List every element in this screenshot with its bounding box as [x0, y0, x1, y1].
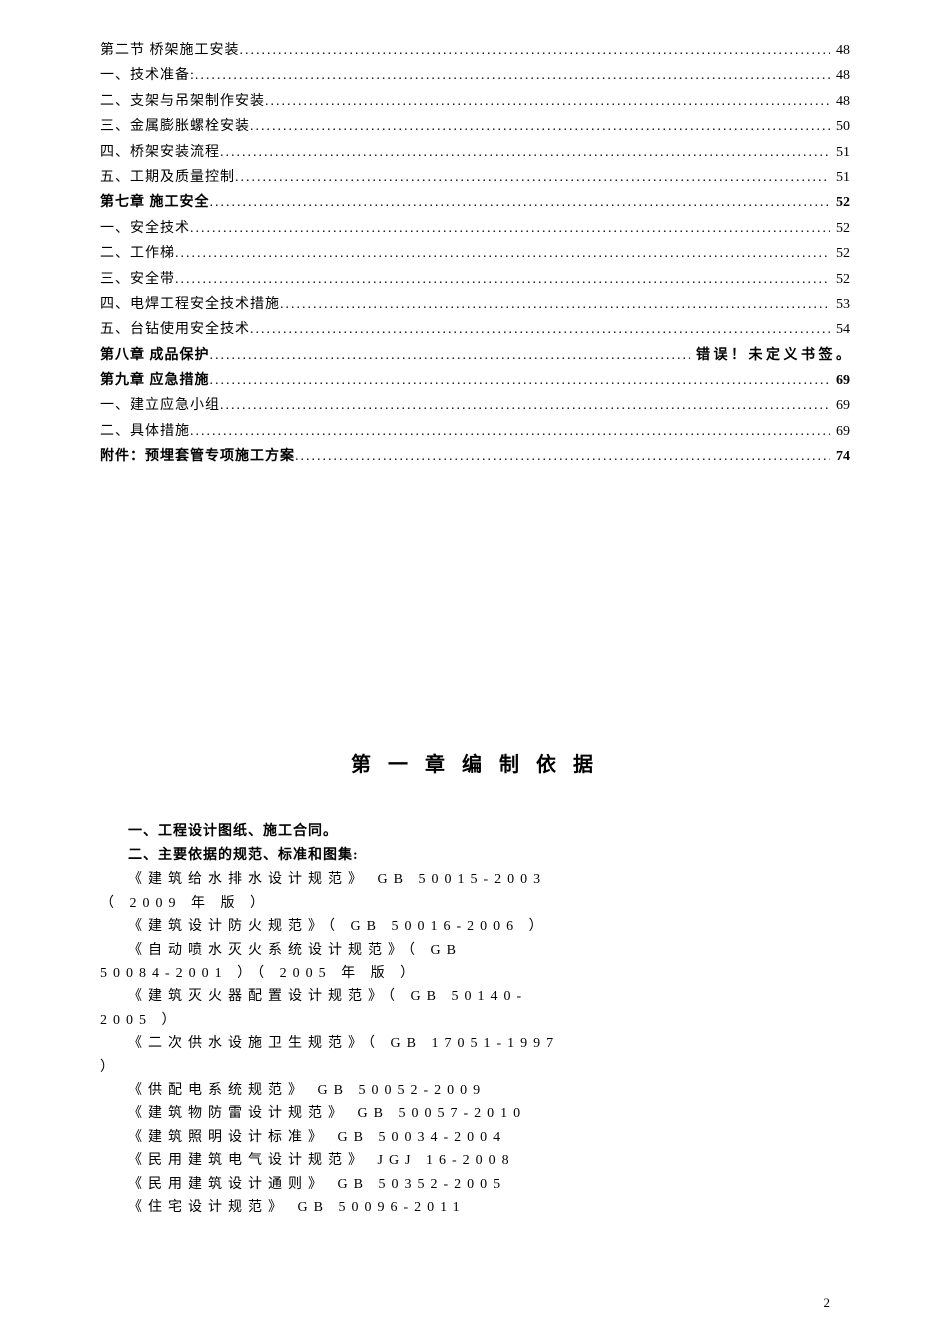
section-2-heading: 二、主要依据的规范、标准和图集: — [100, 845, 850, 867]
toc-dots — [175, 243, 830, 265]
toc-row: 二、支架与吊架制作安装 48 — [100, 91, 850, 113]
toc-container: 第二节 桥架施工安装 48 一、技术准备: 48 二、支架与吊架制作安装 48 三、金属膨胀… — [100, 40, 850, 469]
toc-page: 69 — [830, 370, 850, 392]
toc-page: 48 — [830, 40, 850, 62]
toc-dots — [250, 116, 830, 138]
toc-dots — [210, 192, 831, 214]
toc-label: 二、支架与吊架制作安装 — [100, 91, 265, 113]
toc-row: 五、工期及质量控制 51 — [100, 167, 850, 189]
toc-page: 48 — [830, 91, 850, 113]
reference-line: 《建筑照明设计标准》 GB 50034-2004 — [100, 1127, 850, 1149]
toc-label: 五、工期及质量控制 — [100, 167, 235, 189]
toc-row: 四、电焊工程安全技术措施 53 — [100, 294, 850, 316]
toc-row: 附件：预埋套管专项施工方案 74 — [100, 446, 850, 468]
toc-page: 50 — [830, 116, 850, 138]
toc-label: 二、具体措施 — [100, 421, 190, 443]
reference-line: 《建筑设计防火规范》（ GB 50016-2006 ） — [100, 916, 850, 938]
toc-dots — [190, 218, 830, 240]
reference-line: 《建筑给水排水设计规范》 GB 50015-2003 — [100, 869, 850, 891]
reference-line: 《民用建筑电气设计规范》 JGJ 16-2008 — [100, 1150, 850, 1172]
reference-continuation: ） — [100, 1057, 850, 1079]
toc-page: 52 — [830, 269, 850, 291]
toc-row: 二、具体措施 69 — [100, 421, 850, 443]
toc-label: 第七章 施工安全 — [100, 192, 210, 214]
reference-continuation: 2005 ） — [100, 1010, 850, 1032]
toc-row: 三、金属膨胀螺栓安装 50 — [100, 116, 850, 138]
toc-dots — [210, 345, 691, 367]
toc-page: 54 — [830, 319, 850, 341]
reference-line: 《自动喷水灭火系统设计规范》（ GB — [100, 940, 850, 962]
toc-row: 一、安全技术 52 — [100, 218, 850, 240]
chapter-title: 第 一 章 编 制 依 据 — [100, 749, 850, 781]
toc-page: 51 — [830, 167, 850, 189]
toc-dots — [295, 446, 830, 468]
reference-continuation: （ 2009 年 版 ） — [100, 893, 850, 915]
toc-label: 四、桥架安装流程 — [100, 142, 220, 164]
toc-label: 附件：预埋套管专项施工方案 — [100, 446, 295, 468]
toc-row: 第二节 桥架施工安装 48 — [100, 40, 850, 62]
toc-dots — [220, 142, 830, 164]
toc-page: 53 — [830, 294, 850, 316]
toc-row: 一、技术准备: 48 — [100, 65, 850, 87]
page-number: 2 — [824, 1293, 831, 1314]
toc-label: 一、建立应急小组 — [100, 395, 220, 417]
toc-page: 错 误 ！ 未 定 义 书 签 。 — [690, 345, 850, 367]
toc-dots — [280, 294, 830, 316]
section-1-heading: 一、工程设计图纸、施工合同。 — [100, 821, 850, 843]
toc-label: 二、工作梯 — [100, 243, 175, 265]
toc-label: 一、技术准备: — [100, 65, 195, 87]
toc-dots — [195, 65, 830, 87]
reference-line: 《民用建筑设计通则》 GB 50352-2005 — [100, 1174, 850, 1196]
toc-row: 第七章 施工安全 52 — [100, 192, 850, 214]
toc-row: 第九章 应急措施 69 — [100, 370, 850, 392]
toc-label: 三、金属膨胀螺栓安装 — [100, 116, 250, 138]
toc-dots — [220, 395, 830, 417]
reference-line: 《供配电系统规范》 GB 50052-2009 — [100, 1080, 850, 1102]
reference-line: 《建筑灭火器配置设计规范》（ GB 50140- — [100, 986, 850, 1008]
toc-page: 48 — [830, 65, 850, 87]
toc-dots — [235, 167, 830, 189]
toc-label: 第九章 应急措施 — [100, 370, 210, 392]
toc-page: 69 — [830, 395, 850, 417]
toc-row: 三、安全带 52 — [100, 269, 850, 291]
toc-label: 三、安全带 — [100, 269, 175, 291]
toc-label: 第八章 成品保护 — [100, 345, 210, 367]
toc-label: 四、电焊工程安全技术措施 — [100, 294, 280, 316]
toc-dots — [250, 319, 830, 341]
toc-page: 69 — [830, 421, 850, 443]
toc-row: 第八章 成品保护 错 误 ！ 未 定 义 书 签 。 — [100, 345, 850, 367]
toc-dots — [210, 370, 831, 392]
toc-row: 四、桥架安装流程 51 — [100, 142, 850, 164]
toc-row: 二、工作梯 52 — [100, 243, 850, 265]
reference-line: 《二次供水设施卫生规范》（ GB 17051-1997 — [100, 1033, 850, 1055]
toc-label: 五、台钻使用安全技术 — [100, 319, 250, 341]
toc-dots — [265, 91, 830, 113]
references-container: 《建筑给水排水设计规范》 GB 50015-2003（ 2009 年 版 ）《建… — [100, 869, 850, 1219]
reference-line: 《建筑物防雷设计规范》 GB 50057-2010 — [100, 1103, 850, 1125]
toc-dots — [190, 421, 830, 443]
reference-line: 《住宅设计规范》 GB 50096-2011 — [100, 1197, 850, 1219]
toc-page: 52 — [830, 243, 850, 265]
toc-page: 51 — [830, 142, 850, 164]
toc-row: 一、建立应急小组 69 — [100, 395, 850, 417]
reference-continuation: 50084-2001 ）（ 2005 年 版 ） — [100, 963, 850, 985]
toc-page: 52 — [830, 192, 850, 214]
toc-page: 52 — [830, 218, 850, 240]
toc-label: 第二节 桥架施工安装 — [100, 40, 240, 62]
toc-row: 五、台钻使用安全技术 54 — [100, 319, 850, 341]
toc-dots — [240, 40, 831, 62]
toc-page: 74 — [830, 446, 850, 468]
toc-label: 一、安全技术 — [100, 218, 190, 240]
toc-dots — [175, 269, 830, 291]
